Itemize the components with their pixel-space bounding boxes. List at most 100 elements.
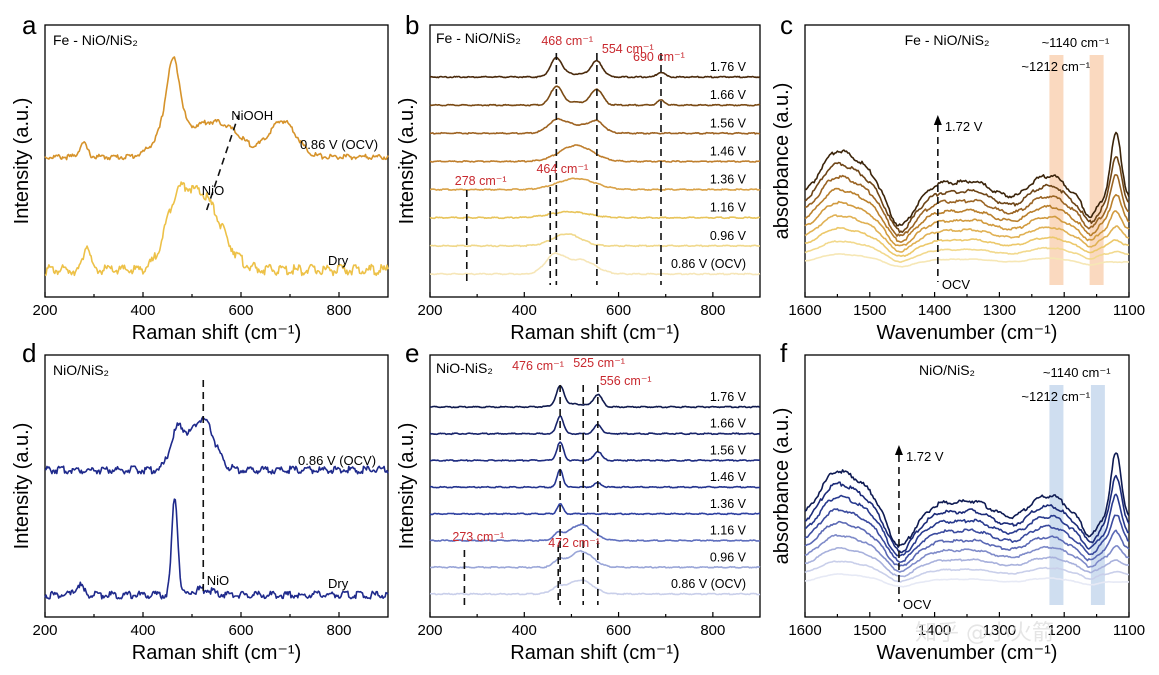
- panel-title: Fe - NiO/NiS₂: [905, 32, 990, 48]
- series-label: 1.46 V: [710, 144, 747, 158]
- series-line: [804, 493, 1130, 557]
- highlight-band: [1090, 385, 1105, 605]
- panel-a: 200 400 600 800 Raman shift (cm⁻¹) Intensity …: [11, 24, 389, 344]
- x-tick-label: 1200: [1048, 302, 1081, 319]
- x-tick-label: 800: [326, 302, 351, 319]
- peak-label: 273 cm⁻¹: [452, 530, 504, 544]
- peak-label: 468 cm⁻¹: [541, 34, 593, 48]
- x-tick-label: 1100: [1113, 302, 1145, 319]
- series-label: 0.86 V (OCV): [671, 257, 746, 271]
- series-line: [804, 560, 1130, 583]
- series-label: Dry: [328, 253, 349, 268]
- panel-letter-d: d: [22, 338, 36, 368]
- annotation-nio: NiO: [207, 573, 229, 588]
- series-line: [429, 384, 760, 409]
- series-line: [429, 144, 761, 163]
- highlight-band: [1049, 55, 1064, 285]
- x-tick-label: 1500: [853, 302, 886, 319]
- y-axis-label: Intensity (a.u.): [396, 423, 418, 550]
- series-line: [430, 177, 761, 191]
- series-label: 0.86 V (OCV): [298, 453, 376, 468]
- x-tick-label: 400: [512, 622, 537, 639]
- series-line: [804, 200, 1130, 247]
- panel-title: NiO-NiS₂: [436, 360, 493, 376]
- series-line: [44, 181, 389, 277]
- series-line: [429, 210, 761, 220]
- peak-label: 525 cm⁻¹: [573, 356, 625, 370]
- series-line: [804, 156, 1130, 234]
- y-axis-label: absorbance (a.u.): [771, 408, 793, 565]
- panel-title: Fe - NiO/NiS₂: [53, 32, 138, 48]
- peak-label: 472 cm⁻¹: [548, 536, 600, 550]
- trend-dashed-line: [205, 114, 240, 211]
- x-tick-label: 800: [700, 622, 725, 639]
- series-label: 1.36 V: [710, 173, 747, 187]
- x-tick-label: 600: [606, 302, 631, 319]
- axes-frame: [44, 24, 389, 298]
- x-tick-label: 600: [606, 622, 631, 639]
- x-tick-label: 800: [326, 622, 351, 639]
- series-line: [429, 251, 761, 276]
- y-axis-label: Intensity (a.u.): [11, 423, 33, 550]
- x-tick-label: 1600: [788, 302, 821, 319]
- series-label: 1.56 V: [710, 443, 747, 457]
- band-label: ~1212 cm⁻¹: [1021, 389, 1090, 404]
- x-tick-label: 200: [417, 622, 442, 639]
- panels-group: a b c d e f 200 400 600 800 Raman shift (cm⁻¹) Inte…: [11, 10, 1145, 664]
- series-line: [429, 523, 761, 542]
- arrow-label: 1.72 V: [945, 119, 983, 134]
- series-line: [804, 214, 1130, 253]
- arrow-bottom-label: OCV: [903, 597, 932, 612]
- band-label: ~1212 cm⁻¹: [1021, 59, 1090, 74]
- x-axis-label: Raman shift (cm⁻¹): [132, 642, 301, 664]
- series-line: [804, 534, 1130, 573]
- peak-label: 690 cm⁻¹: [633, 50, 685, 64]
- panel-letter-e: e: [405, 338, 419, 368]
- series-line: [804, 131, 1130, 227]
- x-tick-label: 1300: [983, 302, 1016, 319]
- x-axis-label: Wavenumber (cm⁻¹): [877, 322, 1058, 344]
- series-line: [804, 253, 1130, 268]
- panel-letter-a: a: [22, 10, 37, 40]
- y-axis-label: absorbance (a.u.): [771, 83, 793, 240]
- panel-f: 1600 1500 1400 1300 1200 1100 Wavenumber (cm⁻¹…: [771, 354, 1145, 664]
- series-line: [804, 474, 1130, 554]
- watermark: 知乎 @小火箭: [915, 621, 1054, 646]
- series-label: 1.16 V: [710, 524, 747, 538]
- series-line: [429, 56, 761, 79]
- peak-label: 554 cm⁻¹: [602, 42, 654, 56]
- x-tick-label: 400: [512, 302, 537, 319]
- series-label: 1.56 V: [710, 116, 747, 130]
- x-tick-label: 200: [32, 622, 57, 639]
- arrow-head: [933, 115, 942, 125]
- x-tick-label: 200: [32, 302, 57, 319]
- series-line: [804, 508, 1130, 563]
- panel-title: NiO/NiS₂: [919, 362, 975, 378]
- annotation-niooh: NiOOH: [231, 108, 273, 123]
- axes-frame: [44, 354, 389, 618]
- x-tick-label: 1300: [983, 622, 1016, 639]
- panel-d: 200 400 600 800 Raman shift (cm⁻¹) Intensity …: [11, 354, 389, 664]
- x-tick-label: 400: [130, 622, 155, 639]
- series-line: [804, 573, 1129, 588]
- series-line: [804, 452, 1130, 548]
- arrow-bottom-label: OCV: [942, 277, 971, 292]
- series-line: [429, 233, 760, 248]
- series-label: 0.86 V (OCV): [300, 137, 378, 152]
- panel-b: 200 400 600 800 Raman shift (cm⁻¹) Intensity …: [396, 24, 761, 344]
- panel-letter-f: f: [780, 338, 788, 368]
- x-tick-label: 600: [228, 622, 253, 639]
- x-tick-label: 600: [228, 302, 253, 319]
- series-label: 0.96 V: [710, 550, 747, 564]
- x-axis-label: Raman shift (cm⁻¹): [510, 642, 679, 664]
- series-line: [430, 549, 761, 569]
- x-axis-label: Raman shift (cm⁻¹): [132, 322, 301, 344]
- series-line: [804, 187, 1130, 243]
- x-tick-label: 1400: [918, 302, 951, 319]
- annotation-nio: NiO: [202, 183, 224, 198]
- y-axis-label: Intensity (a.u.): [11, 98, 33, 225]
- series-label: 1.66 V: [710, 417, 747, 431]
- peak-label: 556 cm⁻¹: [600, 374, 652, 388]
- series-line: [44, 498, 389, 600]
